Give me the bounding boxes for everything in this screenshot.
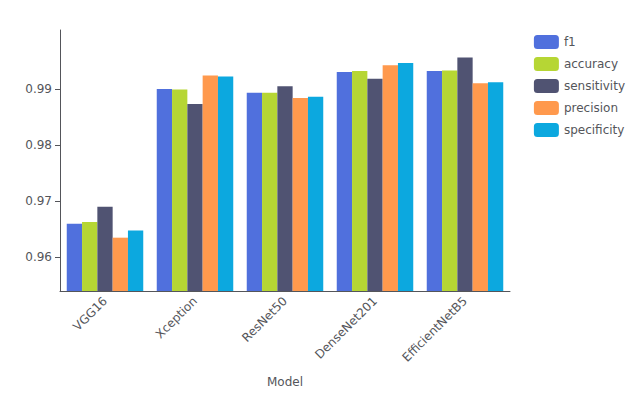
svg-text:DenseNet201: DenseNet201 [312,294,380,362]
svg-text:0.96: 0.96 [25,250,52,264]
svg-text:accuracy: accuracy [564,57,618,71]
svg-text:precision: precision [564,101,618,115]
svg-text:EfficientNetB5: EfficientNetB5 [399,294,469,364]
svg-text:specificity: specificity [564,123,624,137]
svg-text:f1: f1 [564,35,576,49]
svg-text:VGG16: VGG16 [70,294,110,334]
svg-text:0.97: 0.97 [25,194,52,208]
svg-text:0.98: 0.98 [25,138,52,152]
svg-text:Model: Model [267,375,303,389]
svg-text:Xception: Xception [153,294,200,341]
svg-text:0.99: 0.99 [25,82,52,96]
svg-text:sensitivity: sensitivity [564,79,625,93]
svg-text:ResNet50: ResNet50 [239,294,290,345]
